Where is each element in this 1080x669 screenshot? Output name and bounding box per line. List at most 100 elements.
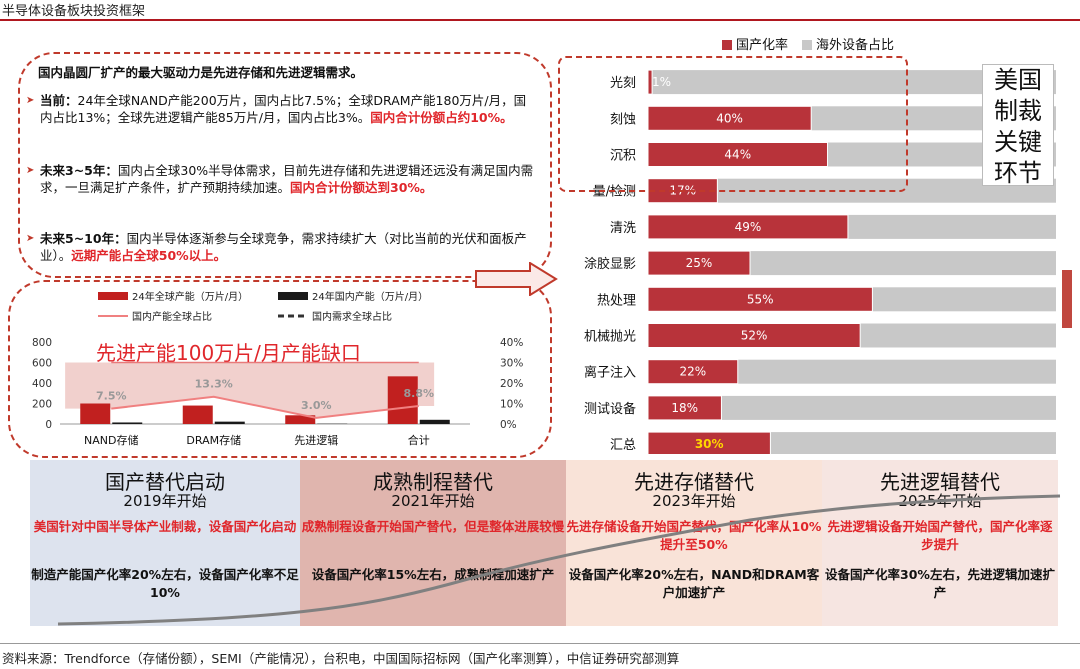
- phase-red-note: 成熟制程设备开始国产替代，但是整体进展较慢: [301, 519, 565, 534]
- bullet-arrow-icon: ➤: [26, 95, 35, 106]
- bullet-5-10-years: ➤ 未来5~10年：国内半导体逐渐参与全球竞争，需求持续扩大（对比当前的光伏和面…: [26, 231, 527, 263]
- category-label: 刻蚀: [610, 112, 636, 127]
- capacity-chart-frame: [8, 280, 552, 458]
- legend-label-foreign-share: 海外设备占比: [816, 37, 894, 53]
- legend-swatch-foreign-share: [802, 40, 812, 50]
- y-tick-label: 200: [32, 399, 52, 411]
- share-data-label: 8.8%: [403, 387, 434, 400]
- bar-value-label: 52%: [741, 329, 768, 343]
- share-data-label: 13.3%: [195, 378, 233, 391]
- phase-year: 2023年开始: [652, 492, 736, 510]
- phase-red-note: 美国针对中国半导体产业制裁，设备国产化启动: [33, 519, 297, 534]
- bar-domestic-rate: [647, 69, 653, 95]
- x-category-label: DRAM存储: [186, 433, 241, 447]
- bar-domestic-rate: [647, 323, 861, 348]
- category-label: 机械抛光: [584, 330, 636, 345]
- bar-global-capacity: [285, 415, 316, 424]
- legend-label-domestic: 24年国内产能（万片/月）: [312, 290, 428, 303]
- bar-value-label: 1%: [652, 75, 671, 89]
- category-label: 热处理: [597, 293, 636, 308]
- legend-label-share-line: 国内产能全球占比: [132, 310, 212, 323]
- bar-global-capacity: [80, 403, 111, 424]
- bullet-current: ➤ 当前：24年全球NAND产能200万片，国内占比7.5%；全球DRAM产能1…: [26, 93, 527, 125]
- x-category-label: 先进逻辑: [294, 433, 338, 447]
- legend-swatch-domestic: [278, 292, 308, 300]
- category-label: 测试设备: [584, 401, 636, 417]
- phase-black-note: 设备国产化率30%左右，先进逻辑加速扩产: [825, 567, 1055, 600]
- x-category-label: 合计: [408, 433, 430, 447]
- y2-tick-label: 0%: [500, 419, 517, 431]
- bar-value-label: 30%: [695, 437, 724, 451]
- legend-label-demand-line: 国内需求全球占比: [312, 310, 392, 323]
- side-marker: [1062, 270, 1072, 328]
- bar-value-label: 18%: [671, 401, 698, 415]
- footer-divider: [0, 643, 1080, 644]
- capacity-gap-annotation: 先进产能100万片/月产能缺口: [96, 341, 361, 365]
- phase-title: 成熟制程替代: [373, 470, 493, 494]
- bar-value-label: 25%: [686, 256, 713, 270]
- y-tick-label: 800: [32, 337, 52, 349]
- phase-black-note: 设备国产化率15%左右，成熟制程加速扩产: [311, 567, 555, 582]
- phase-year: 2021年开始: [391, 492, 475, 510]
- capacity-chart: 24年全球产能（万片/月） 24年国内产能（万片/月） 国内产能全球占比 国内需求全球…: [32, 290, 523, 447]
- legend-swatch-global: [98, 292, 128, 300]
- share-data-label: 3.0%: [301, 399, 332, 412]
- bar-domestic-capacity: [112, 422, 143, 424]
- bar-value-label: 55%: [747, 292, 774, 306]
- y2-tick-label: 30%: [500, 358, 523, 370]
- y2-tick-label: 40%: [500, 337, 523, 349]
- driver-textbox: [18, 52, 552, 278]
- phase-panel: 成熟制程替代 2021年开始成熟制程设备开始国产替代，但是整体进展较慢 设备国产化率…: [300, 460, 566, 626]
- y-tick-label: 600: [32, 358, 52, 370]
- bar-global-capacity: [182, 405, 213, 424]
- phase-panel: 国产替代启动 2019年开始 美国针对中国半导体产业制裁，设备国产化启动 制造产能国产…: [30, 460, 300, 626]
- source-note: 资料来源：Trendforce（存储份额），SEMI（产能情况），台积电，中国国…: [2, 651, 680, 666]
- y2-tick-label: 10%: [500, 399, 523, 411]
- header-divider: [0, 19, 1080, 21]
- bar-domestic-rate: [647, 431, 771, 454]
- bar-value-label: 49%: [735, 220, 762, 234]
- legend-label-global: 24年全球产能（万片/月）: [132, 290, 248, 303]
- bar-value-label: 22%: [680, 365, 707, 379]
- bar-domestic-capacity: [419, 419, 450, 424]
- category-label: 汇总: [610, 438, 636, 453]
- category-label: 离子注入: [584, 365, 636, 381]
- bar-value-label: 40%: [716, 111, 743, 125]
- share-data-label: 7.5%: [96, 390, 127, 403]
- page-header: 半导体设备板块投资框架: [2, 4, 146, 19]
- y2-tick-label: 20%: [500, 378, 523, 390]
- bar-domestic-capacity: [214, 421, 245, 424]
- bar-value-label: 44%: [724, 148, 751, 162]
- bar-domestic-rate: [647, 286, 873, 312]
- phase-black-note: 制造产能国产化率20%左右，设备国产化率不足10%: [31, 567, 299, 600]
- bullet-arrow-icon: ➤: [26, 165, 35, 176]
- bullet-arrow-icon: ➤: [26, 233, 35, 244]
- bullet-3-5-years: ➤ 未来3~5年：国内占全球30%半导体需求，目前先进存储和先进逻辑还远没有满足…: [26, 163, 534, 195]
- phase-black-note: 设备国产化率20%左右，NAND和DRAM客户加速扩产: [568, 567, 820, 600]
- bar-domestic-rate: [647, 214, 849, 240]
- bar-global-capacity: [387, 376, 418, 424]
- phase-red-note: 先进逻辑设备开始国产替代，国产化率逐步提升: [827, 519, 1053, 552]
- bar-domestic-rate: [647, 250, 751, 276]
- bar-domestic-rate: [647, 359, 739, 385]
- bar-domestic-rate: [647, 142, 829, 167]
- category-label: 沉积: [610, 149, 636, 164]
- textbox-title: 国内晶圆厂扩产的最大驱动力是先进存储和先进逻辑需求。: [38, 65, 364, 80]
- capacity-gap-band: [65, 362, 435, 418]
- category-label: 涂胶显影: [584, 256, 636, 272]
- us-sanction-label: 美国制裁关键环节: [982, 64, 1054, 187]
- category-label: 光刻: [610, 76, 636, 91]
- category-label: 量/检测: [593, 185, 636, 200]
- legend-swatch-domestic-rate: [722, 40, 732, 50]
- phase-panel: 先进逻辑替代 2025年开始 先进逻辑设备开始国产替代，国产化率逐步提升 设备国产化率…: [822, 460, 1058, 626]
- x-category-label: NAND存储: [84, 433, 138, 447]
- phase-title: 先进逻辑替代: [880, 470, 1000, 494]
- domestic-share-line: [111, 395, 419, 419]
- y-tick-label: 0: [45, 419, 52, 431]
- phase-year: 2019年开始: [123, 492, 207, 510]
- category-label: 清洗: [610, 221, 636, 236]
- legend-label-domestic-rate: 国产化率: [736, 37, 788, 53]
- phase-title: 先进存储替代: [634, 470, 754, 494]
- y-tick-label: 400: [32, 378, 52, 390]
- us-sanction-highlight-frame: [558, 56, 908, 192]
